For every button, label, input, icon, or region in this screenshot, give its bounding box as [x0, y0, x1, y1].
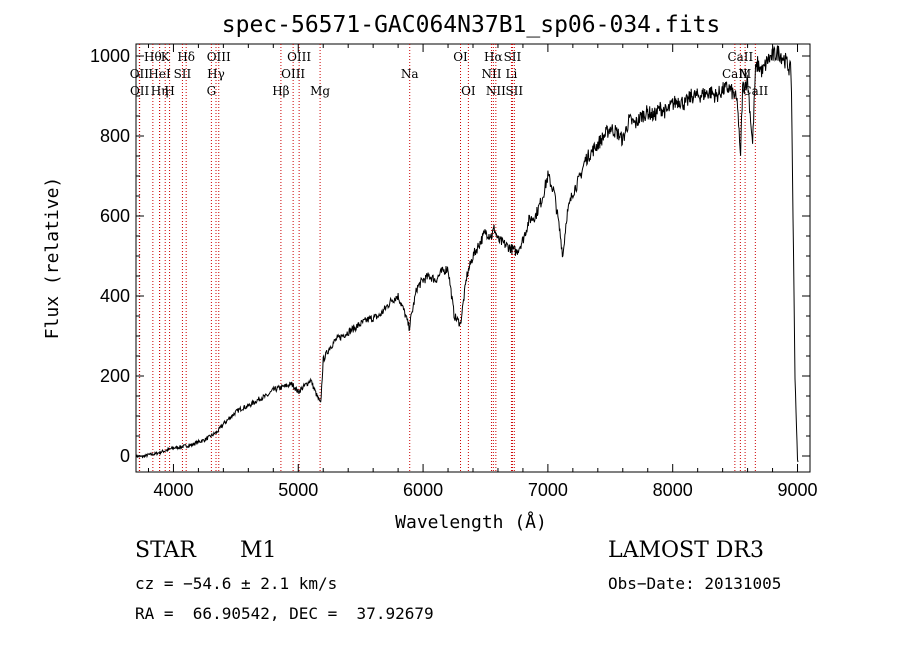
y-axis-label: Flux (relative) [42, 177, 63, 340]
y-tick-label: 1000 [90, 46, 130, 66]
line-label-OIII-4363: OIII [207, 50, 231, 64]
line-label-OI-6363: OI [461, 84, 476, 98]
line-label-NII-6583: NII [486, 84, 506, 98]
line-label-SII-6731: SII [505, 84, 523, 98]
x-axis-ticks: 4000 5000 6000 7000 8000 9000 [147, 44, 818, 500]
y-tick-label: 800 [100, 126, 130, 146]
line-label-Li: Li [506, 67, 518, 81]
chart-title: spec-56571-GAC064N37B1_sp06-034.fits [222, 12, 721, 38]
x-tick-label: 5000 [278, 480, 318, 500]
x-tick-label: 9000 [777, 480, 817, 500]
x-tick-label: 8000 [653, 480, 693, 500]
y-axis-ticks: 0 200 400 600 800 1000 [90, 46, 810, 466]
x-tick-label: 7000 [528, 480, 568, 500]
line-label-H-beta: Hβ [272, 84, 289, 98]
observation-date: Obs−Date: 20131005 [608, 574, 782, 593]
x-tick-label: 6000 [403, 480, 443, 500]
line-label-OII: OII [130, 67, 150, 81]
survey-name: LAMOST DR3 [608, 538, 764, 563]
line-label-H-alpha: Hα [484, 50, 503, 64]
line-label-He-I: HeI [148, 67, 171, 81]
y-tick-label: 400 [100, 286, 130, 306]
line-label-SII-4072: SII [174, 67, 192, 81]
sky-coordinates: RA = 66.90542, DEC = 37.92679 [135, 604, 434, 623]
line-label-Na: Na [401, 67, 419, 81]
line-label-OII-b: OII [130, 84, 150, 98]
x-axis-label: Wavelength (Å) [395, 511, 547, 533]
line-label-OI-6300: OI [453, 50, 468, 64]
line-label-SII-6716: SII [504, 50, 522, 64]
line-label-OIII-5007: OIII [287, 50, 311, 64]
line-label-M: M [739, 67, 751, 81]
line-label-G: G [207, 84, 217, 98]
spectral-line-labels: HθOIIOIIHeIHηKHSIIHδGHγOIIIHβOIIIOIIIMgN… [130, 50, 769, 98]
line-label-NII-6548: NII [481, 67, 501, 81]
y-tick-label: 200 [100, 366, 130, 386]
y-tick-label: 600 [100, 206, 130, 226]
line-label-CaII-8542: CaII [727, 50, 753, 64]
x-tick-label: 4000 [153, 480, 193, 500]
y-tick-label: 0 [120, 446, 130, 466]
object-class: STAR [135, 538, 196, 563]
line-label-K: K [161, 50, 171, 64]
line-label-H-delta: Hδ [177, 50, 195, 64]
spectral-line-markers [138, 44, 756, 472]
redshift-velocity: cz = −54.6 ± 2.1 km/s [135, 574, 338, 593]
line-label-H9: Hθ [144, 50, 162, 64]
line-label-H-eta: Hη [151, 84, 169, 98]
spectrum-line [135, 45, 799, 463]
line-label-Mg: Mg [310, 84, 330, 98]
line-label-H: H [164, 84, 174, 98]
line-label-CaII-8498: CaII [722, 67, 748, 81]
line-label-OIII-4959: OIII [281, 67, 305, 81]
object-subclass: M1 [240, 538, 277, 563]
line-label-H-gamma: Hγ [207, 67, 225, 81]
